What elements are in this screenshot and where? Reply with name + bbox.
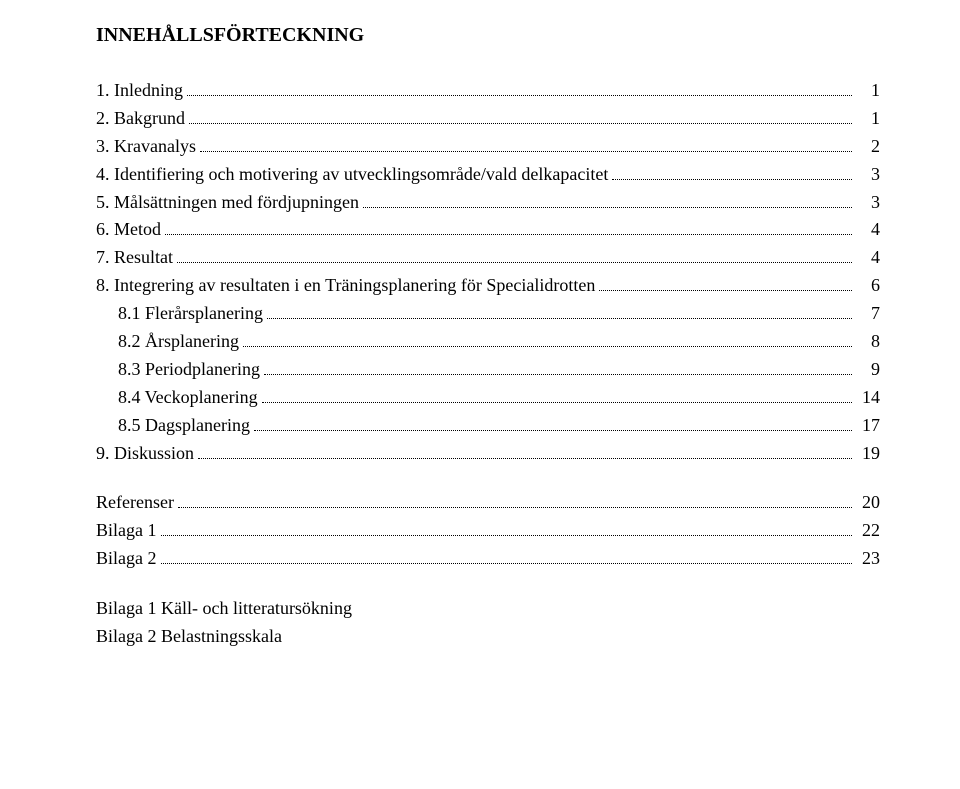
- toc-leader: [254, 414, 852, 431]
- toc-leader: [200, 135, 852, 152]
- appendix-note: Bilaga 2 Belastningsskala: [96, 623, 880, 651]
- toc-entry-page: 2: [856, 133, 880, 161]
- toc-entry-label: 6. Metod: [96, 216, 161, 244]
- toc-entry-label: 8.5 Dagsplanering: [118, 412, 250, 440]
- toc-entry: 3. Kravanalys 2: [96, 133, 880, 161]
- toc-leader: [161, 547, 853, 564]
- toc-leader: [198, 441, 852, 458]
- toc-leader: [264, 358, 852, 375]
- toc-entry: 8.4 Veckoplanering 14: [96, 384, 880, 412]
- toc-leader: [161, 519, 853, 536]
- toc-entry: 8.1 Flerårsplanering 7: [96, 300, 880, 328]
- toc-entry-label: 5. Målsättningen med fördjupningen: [96, 189, 359, 217]
- toc-entry-label: 2. Bakgrund: [96, 105, 185, 133]
- toc-entry-label: 8.4 Veckoplanering: [118, 384, 258, 412]
- toc-entry-label: 8.2 Årsplanering: [118, 328, 239, 356]
- toc-leader: [178, 491, 852, 508]
- toc-entry-page: 8: [856, 328, 880, 356]
- toc-entry: 5. Målsättningen med fördjupningen 3: [96, 189, 880, 217]
- group-gap: [96, 573, 880, 595]
- toc-entry-label: 4. Identifiering och motivering av utvec…: [96, 161, 608, 189]
- toc-entry-page: 22: [856, 517, 880, 545]
- toc-leader: [177, 246, 852, 263]
- toc-entry-label: Bilaga 1: [96, 517, 157, 545]
- toc-leader: [189, 107, 852, 124]
- toc-entry: 8.2 Årsplanering 8: [96, 328, 880, 356]
- toc-entry-page: 3: [856, 189, 880, 217]
- toc-leader: [187, 79, 852, 96]
- toc-entry: 4. Identifiering och motivering av utvec…: [96, 161, 880, 189]
- page-title: INNEHÅLLSFÖRTECKNING: [96, 24, 880, 47]
- toc-entry: 7. Resultat 4: [96, 244, 880, 272]
- toc-entry-page: 6: [856, 272, 880, 300]
- toc-entry-page: 17: [856, 412, 880, 440]
- toc-entry: 1. Inledning 1: [96, 77, 880, 105]
- toc-leader: [243, 330, 852, 347]
- toc-entry-page: 3: [856, 161, 880, 189]
- toc-leader: [612, 162, 852, 179]
- toc-entry-page: 1: [856, 77, 880, 105]
- toc-entry: 6. Metod 4: [96, 216, 880, 244]
- toc-entry: Bilaga 1 22: [96, 517, 880, 545]
- toc-entry-label: 1. Inledning: [96, 77, 183, 105]
- toc-entry-page: 4: [856, 216, 880, 244]
- toc-entry-label: 9. Diskussion: [96, 440, 194, 468]
- toc-entry-page: 14: [856, 384, 880, 412]
- toc-entry-page: 23: [856, 545, 880, 573]
- toc-entry-page: 9: [856, 356, 880, 384]
- toc-entry: Referenser 20: [96, 489, 880, 517]
- toc-entry: 2. Bakgrund 1: [96, 105, 880, 133]
- toc-entry: Bilaga 2 23: [96, 545, 880, 573]
- toc-leader: [363, 190, 852, 207]
- toc-entry-label: Referenser: [96, 489, 174, 517]
- appendix-note: Bilaga 1 Käll- och litteratursökning: [96, 595, 880, 623]
- document-page: INNEHÅLLSFÖRTECKNING 1. Inledning 1 2. B…: [0, 0, 960, 789]
- toc-entry-label: 8. Integrering av resultaten i en Tränin…: [96, 272, 595, 300]
- toc-entry: 8. Integrering av resultaten i en Tränin…: [96, 272, 880, 300]
- toc-entry-label: Bilaga 2: [96, 545, 157, 573]
- group-gap: [96, 467, 880, 489]
- toc-entry: 9. Diskussion 19: [96, 440, 880, 468]
- toc-entry-page: 20: [856, 489, 880, 517]
- toc-entry-page: 4: [856, 244, 880, 272]
- toc-entry: 8.3 Periodplanering 9: [96, 356, 880, 384]
- toc-leader: [267, 302, 852, 319]
- toc-entry-label: 3. Kravanalys: [96, 133, 196, 161]
- toc-entry-page: 7: [856, 300, 880, 328]
- toc-leader: [165, 218, 852, 235]
- toc-entry-page: 1: [856, 105, 880, 133]
- toc-leader: [599, 274, 852, 291]
- toc-entry-label: 7. Resultat: [96, 244, 173, 272]
- toc-entry-page: 19: [856, 440, 880, 468]
- toc-entry-label: 8.3 Periodplanering: [118, 356, 260, 384]
- toc-entry-label: 8.1 Flerårsplanering: [118, 300, 263, 328]
- toc-leader: [262, 386, 852, 403]
- toc-entry: 8.5 Dagsplanering 17: [96, 412, 880, 440]
